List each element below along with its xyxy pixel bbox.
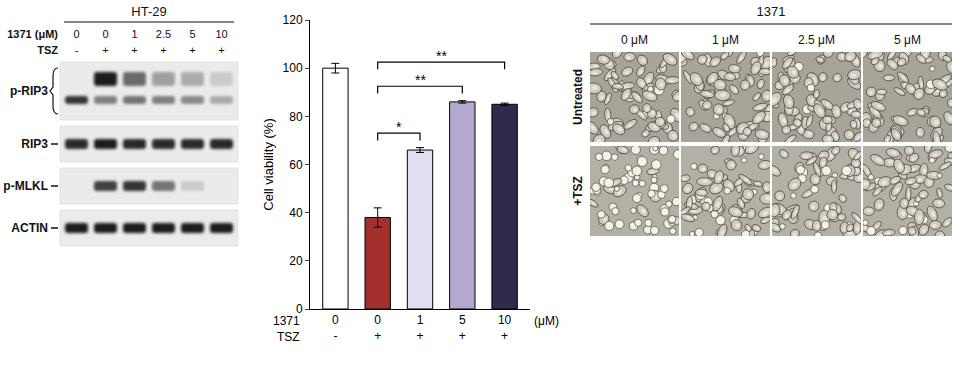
svg-text:HT-29: HT-29 bbox=[131, 4, 166, 19]
svg-text:0: 0 bbox=[296, 302, 303, 316]
svg-text:ACTIN: ACTIN bbox=[11, 221, 48, 235]
svg-text:0: 0 bbox=[102, 28, 108, 40]
svg-text:1+: 1+ bbox=[416, 313, 423, 343]
svg-text:1371: 1371 bbox=[273, 314, 300, 328]
svg-text:+: + bbox=[102, 44, 108, 56]
svg-text:1 μM: 1 μM bbox=[712, 33, 739, 47]
svg-text:0+: 0+ bbox=[374, 313, 381, 343]
svg-text:TSZ: TSZ bbox=[277, 330, 300, 344]
svg-text:0: 0 bbox=[73, 28, 79, 40]
svg-text:+: + bbox=[160, 44, 166, 56]
svg-text:5: 5 bbox=[189, 28, 195, 40]
svg-text:5+: 5+ bbox=[459, 313, 466, 343]
svg-text:+: + bbox=[189, 44, 195, 56]
svg-text:+: + bbox=[131, 44, 137, 56]
svg-text:40: 40 bbox=[289, 206, 303, 220]
svg-text:+TSZ: +TSZ bbox=[571, 176, 585, 206]
svg-text:p-MLKL: p-MLKL bbox=[3, 179, 48, 193]
svg-text:0 μM: 0 μM bbox=[621, 33, 648, 47]
svg-text:p-RIP3: p-RIP3 bbox=[10, 84, 48, 98]
svg-text:10: 10 bbox=[215, 28, 227, 40]
svg-text:**: ** bbox=[415, 72, 426, 88]
svg-text:120: 120 bbox=[283, 13, 303, 27]
svg-text:0-: 0- bbox=[332, 313, 339, 343]
svg-text:10+: 10+ bbox=[498, 313, 512, 343]
svg-text:+: + bbox=[218, 44, 224, 56]
svg-text:2.5: 2.5 bbox=[156, 28, 171, 40]
svg-text:2.5 μM: 2.5 μM bbox=[798, 33, 835, 47]
svg-text:TSZ: TSZ bbox=[37, 44, 58, 56]
svg-text:60: 60 bbox=[289, 158, 303, 172]
svg-text:(μM): (μM) bbox=[534, 314, 559, 328]
svg-text:80: 80 bbox=[289, 110, 303, 124]
svg-text:20: 20 bbox=[289, 254, 303, 268]
svg-text:*: * bbox=[396, 119, 402, 135]
svg-text:1371 (μM): 1371 (μM) bbox=[7, 28, 58, 40]
svg-text:Cell viability (%): Cell viability (%) bbox=[261, 118, 276, 210]
svg-text:100: 100 bbox=[283, 61, 303, 75]
svg-text:1371: 1371 bbox=[757, 4, 786, 19]
svg-text:5 μM: 5 μM bbox=[894, 33, 921, 47]
svg-text:Untreated: Untreated bbox=[571, 69, 585, 125]
svg-text:1: 1 bbox=[131, 28, 137, 40]
svg-text:**: ** bbox=[436, 48, 447, 64]
svg-text:-: - bbox=[75, 44, 79, 56]
svg-text:RIP3: RIP3 bbox=[21, 137, 48, 151]
